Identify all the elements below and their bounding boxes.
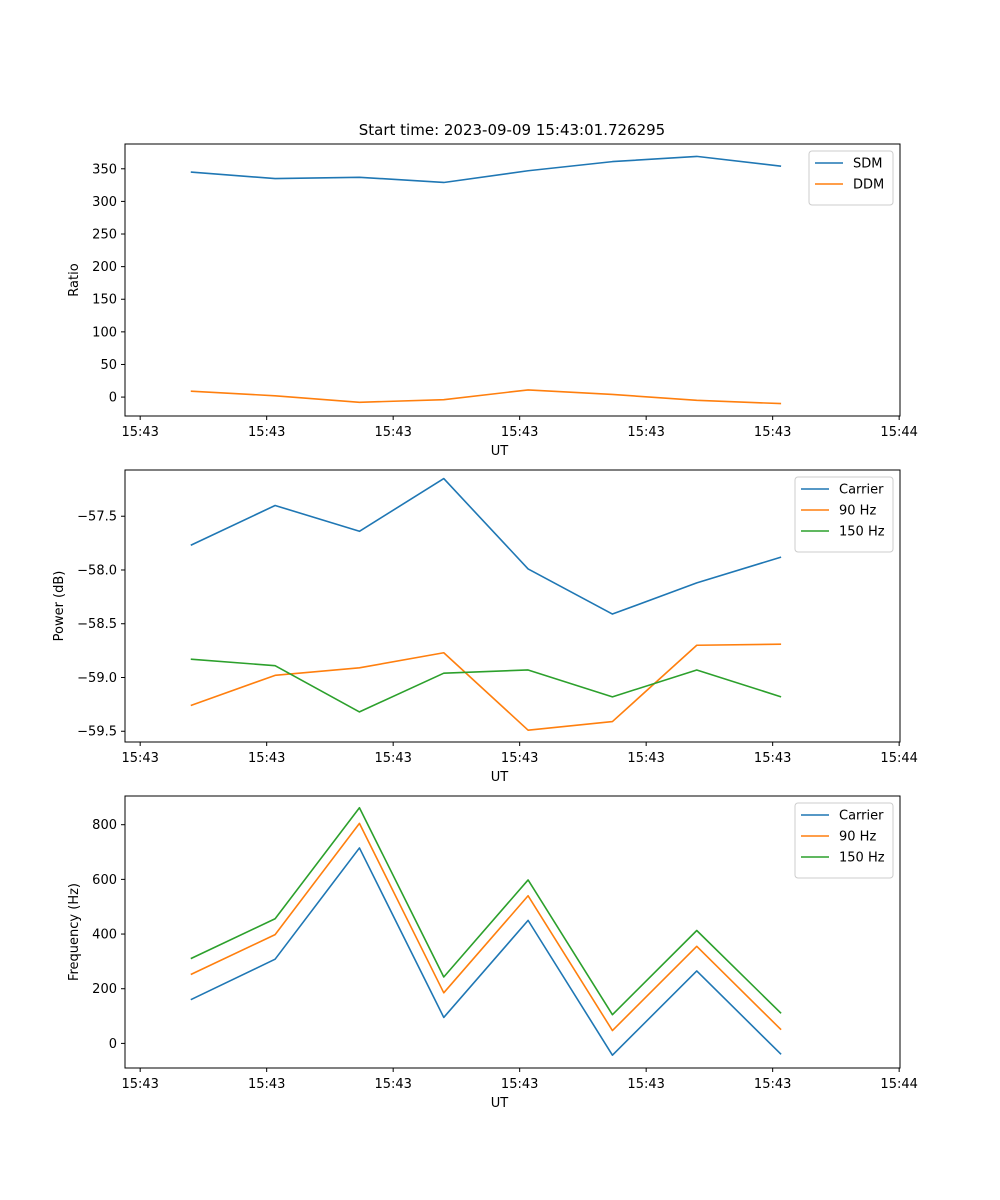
x-tick-label: 15:43 (754, 751, 791, 766)
y-tick-label: 800 (92, 818, 117, 833)
x-tick-label: 15:43 (501, 1077, 538, 1092)
y-tick-label: 50 (100, 358, 117, 373)
legend-label: 150 Hz (839, 525, 885, 540)
y-tick-label: −59.0 (77, 671, 117, 686)
x-tick-label: 15:43 (121, 1077, 158, 1092)
y-axis-label: Frequency (Hz) (67, 883, 82, 981)
y-tick-label: −57.5 (77, 510, 117, 525)
series-line-sdm (190, 155, 782, 184)
chart-title: Start time: 2023-09-09 15:43:01.726295 (359, 121, 665, 139)
legend-box (808, 150, 894, 206)
y-tick-label: −59.5 (77, 725, 117, 740)
x-tick-label: 15:43 (374, 425, 411, 440)
x-tick-label: 15:43 (754, 1077, 791, 1092)
y-tick-label: 300 (92, 195, 117, 210)
axes-frame (124, 795, 901, 1069)
y-tick-label: 0 (109, 391, 117, 406)
series-line-carrier (190, 477, 782, 615)
y-tick-label: 600 (92, 873, 117, 888)
x-tick-label: 15:43 (374, 1077, 411, 1092)
x-axis-label: UT (491, 444, 509, 459)
legend-label: SDM (853, 157, 882, 172)
axes-frame (124, 469, 901, 743)
legend: Carrier 90 Hz 150 Hz (794, 802, 894, 879)
series-line-90-hz (190, 822, 782, 1032)
x-tick-label: 15:43 (627, 1077, 664, 1092)
legend-label: 90 Hz (839, 830, 876, 845)
y-tick-label: 0 (109, 1037, 117, 1052)
x-axis-label: UT (491, 1096, 509, 1111)
y-axis-label: Power (dB) (52, 571, 67, 642)
y-tick-label: −58.5 (77, 617, 117, 632)
y-tick-label: 250 (92, 228, 117, 243)
y-tick-label: 400 (92, 928, 117, 943)
x-tick-label: 15:43 (754, 425, 791, 440)
legend: Carrier 90 Hz 150 Hz (794, 476, 894, 553)
subplot-3: 15:43 15:43 15:43 15:43 15:43 15:43 15:44 0 200 4… (67, 795, 918, 1111)
series-line-carrier (190, 847, 782, 1056)
x-tick-label: 15:44 (880, 1077, 917, 1092)
y-tick-label: 200 (92, 982, 117, 997)
x-tick-label: 15:43 (121, 425, 158, 440)
x-axis-label: UT (491, 770, 509, 785)
y-tick-label: −58.0 (77, 563, 117, 578)
x-tick-label: 15:43 (248, 425, 285, 440)
series-line-150-hz (190, 658, 782, 713)
x-tick-label: 15:43 (374, 751, 411, 766)
y-tick-label: 150 (92, 293, 117, 308)
series-line-90-hz (190, 643, 782, 731)
x-tick-label: 15:43 (627, 425, 664, 440)
x-tick-label: 15:43 (248, 751, 285, 766)
y-tick-label: 200 (92, 260, 117, 275)
x-tick-label: 15:43 (501, 751, 538, 766)
series-line-ddm (190, 389, 782, 405)
legend-label: 90 Hz (839, 504, 876, 519)
subplot-2: 15:43 15:43 15:43 15:43 15:43 15:43 15:44 −59.5… (52, 469, 918, 785)
x-tick-label: 15:44 (880, 425, 917, 440)
series-line-150-hz (190, 806, 782, 1016)
x-tick-label: 15:43 (121, 751, 158, 766)
legend-label: 150 Hz (839, 851, 885, 866)
x-tick-label: 15:43 (248, 1077, 285, 1092)
legend-label: Carrier (839, 483, 884, 498)
axes-frame (124, 143, 901, 417)
legend-label: DDM (853, 178, 884, 193)
subplot-1: 15:43 15:43 15:43 15:43 15:43 15:43 15:44 0 50 10… (67, 121, 918, 459)
legend-box (794, 476, 894, 553)
x-tick-label: 15:43 (627, 751, 664, 766)
x-tick-label: 15:43 (501, 425, 538, 440)
x-tick-label: 15:44 (880, 751, 917, 766)
legend-box (794, 802, 894, 879)
y-tick-label: 350 (92, 162, 117, 177)
legend: SDM DDM (808, 150, 894, 206)
legend-label: Carrier (839, 809, 884, 824)
y-tick-label: 100 (92, 325, 117, 340)
y-axis-label: Ratio (67, 263, 82, 296)
